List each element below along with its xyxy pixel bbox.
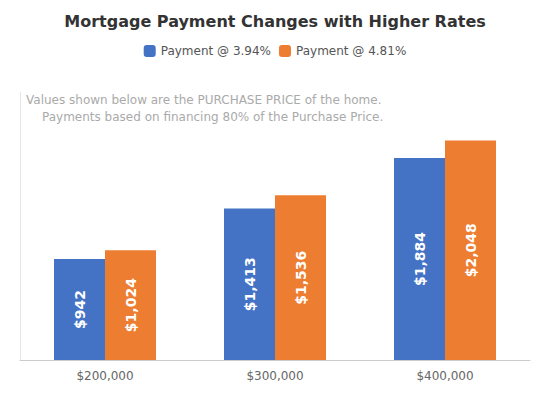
- svg-text:$400,000: $400,000: [416, 369, 473, 383]
- svg-text:$2,048: $2,048: [463, 223, 479, 277]
- svg-text:Values shown below are the PUR: Values shown below are the PURCHASE PRIC…: [26, 93, 381, 107]
- svg-text:$942: $942: [72, 290, 88, 329]
- svg-text:$1,413: $1,413: [242, 257, 258, 311]
- svg-text:$1,536: $1,536: [293, 251, 309, 305]
- svg-text:Payment @ 4.81%: Payment @ 4.81%: [296, 44, 406, 58]
- svg-text:$1,884: $1,884: [412, 232, 428, 286]
- svg-text:$300,000: $300,000: [246, 369, 303, 383]
- svg-text:$1,024: $1,024: [123, 278, 139, 332]
- svg-text:Payments based on financing 80: Payments based on financing 80% of the P…: [42, 110, 383, 124]
- svg-text:$200,000: $200,000: [76, 369, 133, 383]
- svg-text:Mortgage Payment Changes with: Mortgage Payment Changes with Higher Rat…: [64, 12, 486, 31]
- svg-text:Payment @ 3.94%: Payment @ 3.94%: [161, 44, 271, 58]
